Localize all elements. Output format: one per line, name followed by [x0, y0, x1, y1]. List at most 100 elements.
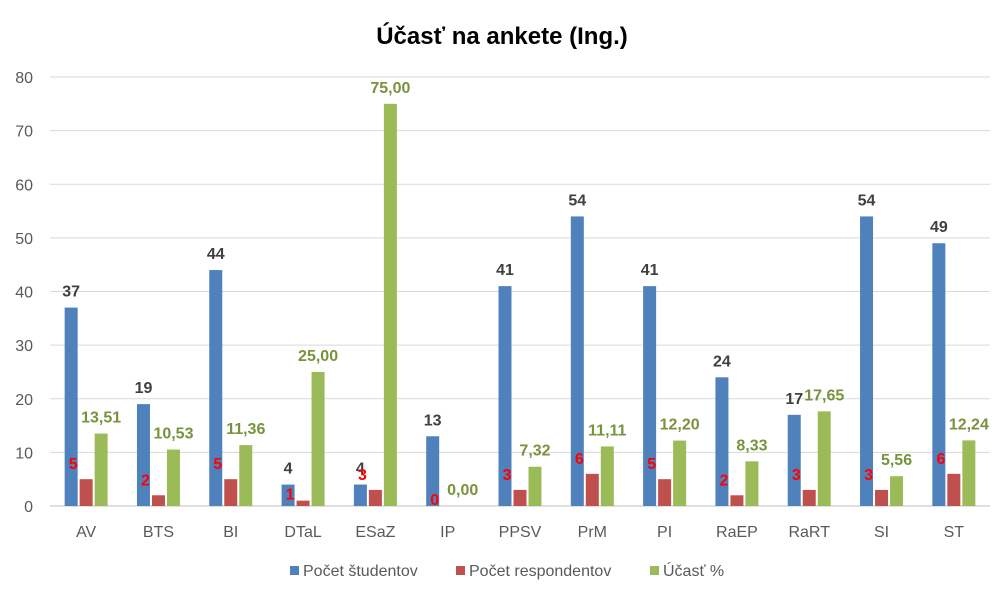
- data-label-students: 54: [858, 192, 876, 209]
- bar-respondents: [368, 489, 382, 506]
- x-tick-label: ST: [944, 524, 965, 541]
- bar-respondents: [585, 473, 599, 506]
- data-label-respondents: 1: [286, 487, 295, 504]
- y-tick-label: 40: [15, 285, 33, 302]
- bars: [64, 103, 976, 507]
- bar-respondents: [296, 500, 310, 506]
- bar-students: [64, 307, 78, 506]
- x-tick-label: RaRT: [788, 524, 830, 541]
- bar-participation: [383, 103, 397, 506]
- bar-participation: [528, 466, 542, 506]
- data-label-participation: 75,00: [370, 80, 410, 97]
- data-label-participation: 12,24: [949, 416, 989, 433]
- bar-respondents: [947, 473, 961, 506]
- data-label-students: 19: [135, 380, 153, 397]
- bar-respondents: [730, 495, 744, 506]
- x-tick-label: RaEP: [716, 524, 758, 541]
- bar-students: [643, 286, 657, 506]
- legend: Počet študentov Počet respondentov Účasť %: [290, 561, 724, 580]
- data-label-respondents: 3: [358, 467, 367, 484]
- data-label-participation: 11,36: [226, 421, 265, 438]
- bar-participation: [166, 449, 180, 506]
- data-label-students: 41: [496, 262, 514, 279]
- legend-swatch-participation: [650, 566, 659, 575]
- data-label-participation: 17,65: [804, 387, 844, 404]
- bar-participation: [94, 433, 108, 506]
- x-tick-label: DTaL: [284, 524, 321, 541]
- bar-students: [715, 377, 729, 506]
- data-label-respondents: 2: [141, 472, 150, 489]
- legend-label-respondents: Počet respondentov: [469, 563, 611, 580]
- y-tick-label: 50: [15, 231, 33, 248]
- data-label-respondents: 5: [213, 456, 222, 473]
- bar-respondents: [151, 495, 165, 506]
- x-tick-label: PI: [657, 524, 672, 541]
- bar-participation: [239, 445, 253, 506]
- bar-students: [570, 216, 584, 507]
- bar-participation: [890, 476, 904, 506]
- data-label-students: 24: [713, 353, 731, 370]
- bar-respondents: [802, 489, 816, 506]
- data-label-participation: 10,53: [153, 426, 193, 443]
- bar-students: [498, 286, 512, 506]
- bar-students: [860, 216, 874, 507]
- y-tick-label: 20: [15, 392, 33, 409]
- legend-label-students: Počet študentov: [303, 563, 418, 580]
- gridlines: [50, 76, 990, 507]
- bar-participation: [600, 446, 614, 506]
- y-tick-label: 60: [15, 177, 33, 194]
- data-label-students: 37: [62, 284, 80, 301]
- data-label-students: 13: [424, 412, 442, 429]
- legend-label-participation: Účasť %: [663, 561, 724, 580]
- data-label-participation: 5,56: [881, 452, 912, 469]
- y-tick-label: 0: [24, 499, 33, 516]
- x-tick-label: SI: [874, 524, 889, 541]
- y-tick-label: 10: [15, 445, 33, 462]
- bar-students: [136, 404, 150, 506]
- data-label-respondents: 5: [647, 456, 656, 473]
- x-tick-label: IP: [440, 524, 455, 541]
- bar-respondents: [658, 479, 672, 506]
- data-label-participation: 25,00: [298, 348, 338, 365]
- data-label-respondents: 6: [575, 451, 584, 468]
- bar-respondents: [79, 479, 93, 506]
- data-label-students: 4: [356, 461, 365, 478]
- bar-students: [209, 270, 223, 506]
- data-label-students: 44: [207, 246, 225, 263]
- y-tick-label: 70: [15, 124, 33, 141]
- y-tick-label: 80: [15, 70, 33, 87]
- data-label-participation: 12,20: [660, 417, 700, 434]
- legend-swatch-respondents: [456, 566, 465, 575]
- data-label-students: 17: [785, 391, 803, 408]
- data-label-participation: 13,51: [81, 410, 121, 427]
- data-label-respondents: 3: [864, 467, 873, 484]
- data-label-students: 54: [568, 192, 586, 209]
- data-label-respondents: 3: [792, 467, 801, 484]
- y-axis: 0 10 20 30 40 50 60 70 80: [15, 70, 33, 516]
- data-label-participation: 8,33: [736, 437, 767, 454]
- bar-students: [787, 414, 801, 506]
- bar-students: [426, 436, 440, 506]
- x-tick-label: BTS: [143, 524, 174, 541]
- data-label-participation: 7,32: [519, 443, 550, 460]
- bar-respondents: [513, 489, 527, 506]
- bar-participation: [962, 440, 976, 506]
- x-tick-label: PPSV: [499, 524, 542, 541]
- data-label-students: 49: [930, 219, 948, 236]
- bar-participation: [817, 411, 831, 506]
- bar-participation: [673, 440, 687, 506]
- data-label-students: 41: [641, 262, 659, 279]
- x-tick-label: PrM: [578, 524, 607, 541]
- data-label-respondents: 0: [430, 492, 439, 509]
- data-label-respondents: 3: [503, 467, 512, 484]
- x-tick-label: ESaZ: [355, 524, 395, 541]
- bar-students: [281, 484, 295, 506]
- chart-title: Účasť na ankete (Ing.): [376, 22, 628, 50]
- legend-swatch-students: [290, 566, 299, 575]
- data-label-participation: 11,11: [588, 422, 626, 439]
- data-label-respondents: 6: [936, 451, 945, 468]
- data-label-respondents: 2: [720, 472, 729, 489]
- data-label-participation: 0,00: [447, 482, 478, 499]
